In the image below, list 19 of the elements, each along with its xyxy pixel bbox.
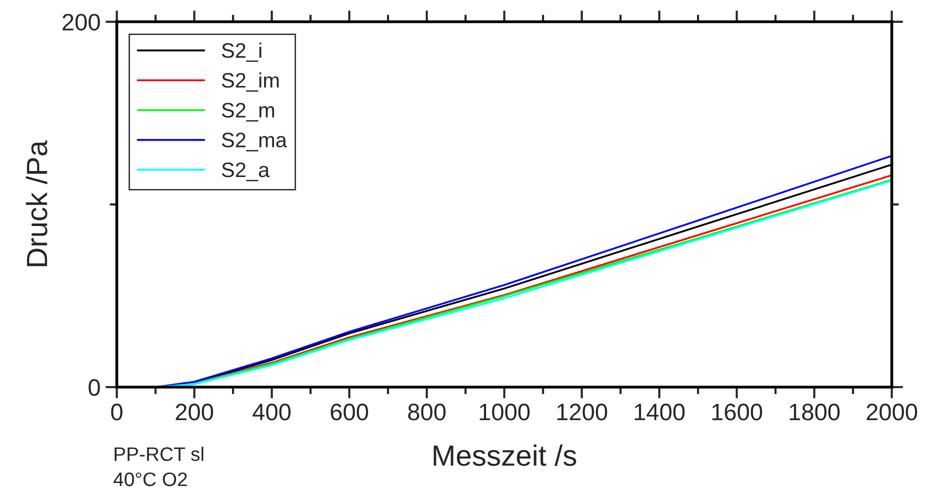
x-tick-label: 1200: [557, 404, 608, 420]
x-tick-label: 1400: [634, 404, 685, 420]
x-tick-label: 0: [111, 404, 122, 420]
x-tick-label: 600: [330, 404, 368, 420]
text: PP-RCT sl 40°C O2: [114, 446, 204, 486]
y-axis-title: Druck /Pa: [26, 140, 48, 266]
x-axis-title: Messzeit /s: [434, 444, 576, 466]
x-tick-label: 400: [252, 404, 291, 420]
legend-label: S2_m: [222, 102, 274, 122]
legend-label: S2_ma: [222, 132, 287, 152]
x-tick-label: 200: [176, 404, 214, 420]
legend-label: S2_im: [222, 72, 279, 92]
x-tick-label: 1600: [712, 404, 762, 420]
x-tick-label: 1800: [790, 404, 840, 420]
legend-label: S2_a: [222, 162, 270, 182]
x-tick-label: 2000: [866, 404, 918, 420]
x-tick-label: 1000: [480, 404, 530, 420]
legend-label: S2_i: [222, 42, 262, 62]
x-tick-label: 800: [408, 404, 446, 420]
